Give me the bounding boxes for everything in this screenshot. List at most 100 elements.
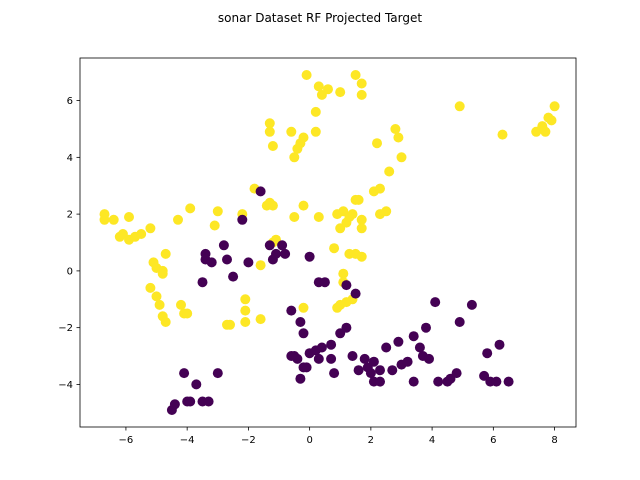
data-point (356, 89, 367, 100)
data-point (350, 70, 361, 80)
data-point (179, 368, 190, 379)
data-point (185, 396, 196, 407)
data-point (108, 214, 119, 225)
data-point (237, 214, 248, 225)
y-tick-label: 2 (67, 210, 73, 221)
data-point (310, 106, 321, 117)
data-point (206, 257, 217, 268)
data-point (454, 317, 465, 327)
data-point (267, 200, 278, 211)
data-point (323, 84, 333, 95)
data-point (154, 299, 165, 310)
data-point (421, 322, 431, 333)
data-point (329, 243, 340, 254)
data-point (240, 294, 251, 305)
data-point (298, 132, 309, 143)
data-point (491, 376, 502, 387)
data-point (549, 101, 560, 112)
data-point (341, 280, 352, 291)
data-point (124, 212, 134, 222)
data-point (286, 305, 297, 316)
data-point (482, 348, 493, 359)
data-point (173, 214, 183, 225)
data-point (160, 248, 171, 259)
data-point (408, 376, 419, 387)
data-point (375, 376, 385, 387)
data-point (157, 265, 168, 276)
x-tick-label: −6 (119, 435, 134, 446)
data-point (203, 396, 214, 407)
x-axis: −6 −4 −2 0 2 4 6 8 (119, 427, 558, 446)
data-point (169, 399, 180, 410)
data-point (347, 351, 358, 361)
data-point (424, 353, 434, 364)
data-point (289, 212, 300, 222)
data-point (414, 342, 425, 353)
data-point (255, 186, 266, 197)
data-point (497, 129, 508, 140)
data-point (365, 368, 376, 379)
data-point (209, 220, 220, 231)
data-point (368, 356, 379, 367)
data-point (212, 206, 223, 217)
data-point (99, 214, 110, 225)
data-point (280, 248, 291, 259)
data-point (451, 368, 462, 379)
data-point (540, 126, 551, 137)
data-point (295, 317, 306, 327)
points-layer (99, 70, 560, 415)
data-point (359, 353, 370, 364)
x-tick-label: 2 (368, 435, 374, 446)
chart-title: sonar Dataset RF Projected Target (218, 11, 422, 25)
data-point (298, 200, 309, 211)
data-point (356, 214, 367, 225)
data-point (218, 240, 229, 251)
x-tick-label: −4 (180, 435, 195, 446)
data-point (298, 328, 309, 339)
data-point (390, 124, 401, 134)
y-tick-label: 4 (67, 153, 73, 164)
data-point (313, 81, 324, 92)
data-point (454, 101, 465, 112)
x-tick-label: −2 (241, 435, 256, 446)
data-point (494, 339, 505, 350)
data-point (286, 126, 297, 137)
x-tick-label: 4 (429, 435, 435, 446)
data-point (151, 291, 162, 302)
plot-area-frame (79, 57, 577, 428)
data-point (335, 87, 346, 98)
data-point (225, 319, 235, 330)
data-point (338, 268, 349, 279)
data-point (326, 353, 337, 364)
data-point (381, 342, 392, 353)
data-point (396, 152, 407, 163)
data-point (347, 209, 358, 220)
data-point (301, 70, 312, 80)
data-point (375, 183, 385, 194)
data-point (433, 376, 444, 387)
data-point (393, 132, 404, 143)
data-point (228, 271, 239, 282)
data-point (393, 336, 404, 347)
data-point (326, 339, 337, 350)
data-point (387, 365, 398, 376)
y-tick-label: −2 (58, 323, 73, 334)
data-point (271, 248, 281, 259)
data-point (145, 223, 156, 234)
data-point (191, 379, 202, 390)
data-point (310, 126, 321, 137)
data-point (402, 356, 413, 367)
data-point (222, 254, 232, 265)
data-point (255, 260, 266, 271)
data-point (356, 223, 367, 234)
data-point (316, 342, 327, 353)
data-point (466, 299, 477, 310)
data-point (372, 138, 382, 149)
data-point (176, 299, 186, 310)
data-point (353, 194, 364, 205)
data-point (286, 351, 297, 361)
data-point (295, 373, 306, 384)
data-point (332, 302, 343, 313)
y-axis: −4 −2 0 2 4 6 (58, 96, 80, 391)
